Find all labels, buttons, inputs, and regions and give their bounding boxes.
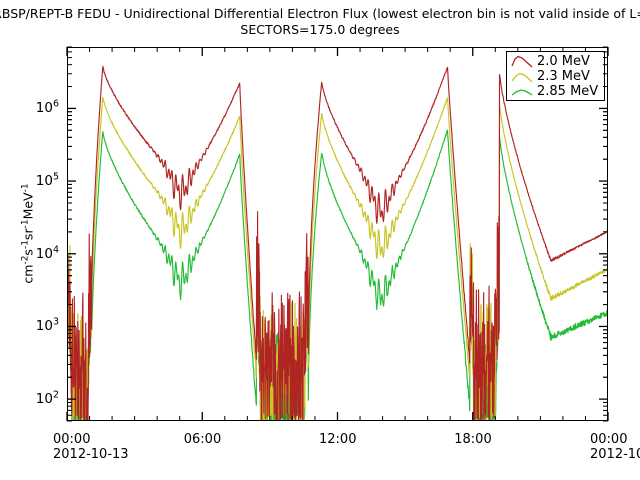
plot-area xyxy=(67,47,608,421)
y-tick-label-1e2: 102 xyxy=(35,389,59,408)
y-tick-exponent: 2 xyxy=(52,389,59,401)
legend-entry-2-85-mev[interactable]: 2.85 MeV xyxy=(511,84,603,100)
x-tick-time: 18:00 xyxy=(454,432,492,447)
x-tick-time: 00:00 xyxy=(590,432,628,447)
y-tick-label-1e5: 105 xyxy=(35,171,59,190)
x-tick-time: 00:00 xyxy=(53,432,91,447)
y-tick-exponent: 6 xyxy=(52,98,59,110)
flux-curve-2-3-mev xyxy=(68,96,607,420)
x-tick-label-1: 06:00 xyxy=(184,432,221,447)
y-tick-exponent: 3 xyxy=(52,316,59,328)
y-tick-label-1e4: 104 xyxy=(35,244,59,262)
x-tick-label-2: 12:00 xyxy=(319,432,356,447)
x-tick-time: 12:00 xyxy=(319,432,357,447)
x-tick-time: 06:00 xyxy=(183,432,222,447)
legend-label-2-0-mev: 2.0 MeV xyxy=(537,54,590,69)
legend-label-2-3-mev: 2.3 MeV xyxy=(537,69,590,84)
flux-curve-2-85-mev xyxy=(68,129,607,420)
plot-curves-svg xyxy=(68,65,607,420)
y-axis-label: cm-2s-1sr-1MeV-1 xyxy=(20,183,36,284)
y-tick-exponent: 4 xyxy=(52,244,59,256)
x-tick-date: 2012-10- xyxy=(590,447,640,462)
legend-swatch-icon xyxy=(511,55,533,70)
flux-curve-2-0-mev xyxy=(68,65,607,420)
series-2-85-mev xyxy=(68,129,607,420)
figure-title-line-2: SECTORS=175.0 degrees xyxy=(240,22,400,37)
legend-swatch-icon xyxy=(511,85,533,100)
y-tick-label-1e6: 106 xyxy=(35,98,59,117)
y-axis-tick-labels: 106 105 104 103 102 cm-2s-1sr-1MeV-1 xyxy=(0,0,67,480)
legend-label-2-85-mev: 2.85 MeV xyxy=(537,84,599,99)
y-tick-exponent: 5 xyxy=(52,171,59,183)
legend-swatch-icon xyxy=(511,70,533,85)
legend-entry-2-3-mev[interactable]: 2.3 MeV xyxy=(511,69,603,85)
legend-entry-2-0-mev[interactable]: 2.0 MeV xyxy=(511,54,603,70)
x-tick-date: 2012-10-13 xyxy=(53,447,129,462)
series-2-0-mev xyxy=(68,65,607,420)
figure-title-line-1: RBSP/REPT-B FEDU - Unidirectional Differ… xyxy=(0,6,640,21)
y-tick-label-1e3: 103 xyxy=(35,316,59,335)
series-2-3-mev xyxy=(68,96,607,420)
x-tick-label-3: 18:00 xyxy=(454,432,491,447)
legend-box[interactable]: 2.0 MeV 2.3 MeV 2.85 MeV xyxy=(506,51,605,101)
x-tick-label-0: 00:00 2012-10-13 xyxy=(53,432,129,462)
